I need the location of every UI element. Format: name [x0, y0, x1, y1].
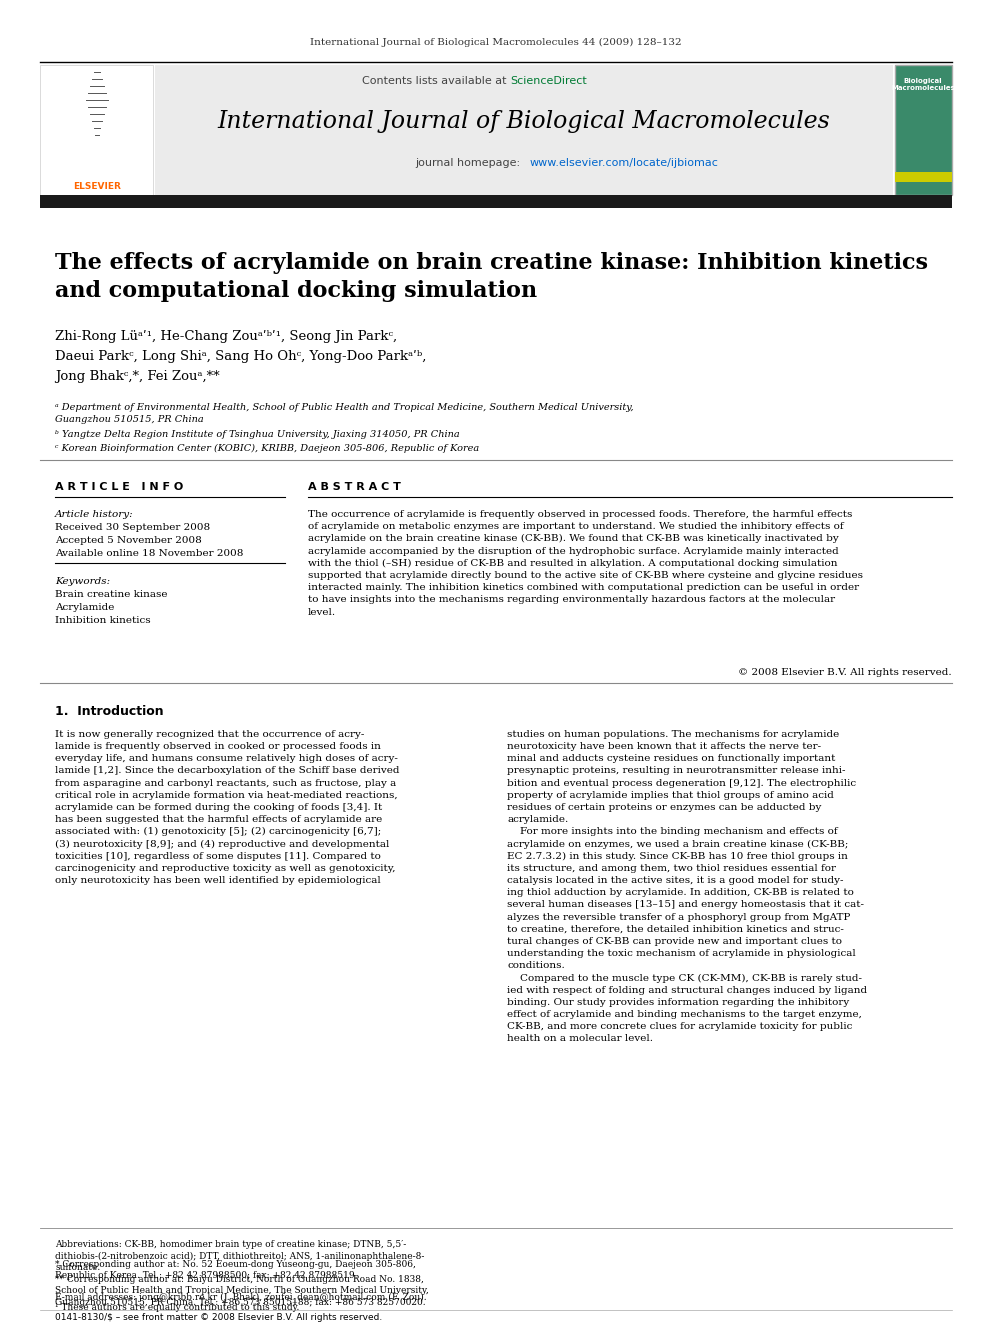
Text: Keywords:: Keywords:: [55, 577, 110, 586]
FancyBboxPatch shape: [40, 65, 153, 194]
Text: ᵃ Department of Environmental Health, School of Public Health and Tropical Medic: ᵃ Department of Environmental Health, Sc…: [55, 404, 634, 423]
Text: International Journal of Biological Macromolecules: International Journal of Biological Macr…: [217, 110, 830, 134]
Text: ᵇ Yangtze Delta Region Institute of Tsinghua University, Jiaxing 314050, PR Chin: ᵇ Yangtze Delta Region Institute of Tsin…: [55, 430, 459, 439]
Text: Daeui Parkᶜ, Long Shiᵃ, Sang Ho Ohᶜ, Yong-Doo Parkᵃʹᵇ,: Daeui Parkᶜ, Long Shiᵃ, Sang Ho Ohᶜ, Yon…: [55, 351, 427, 363]
Text: The effects of acrylamide on brain creatine kinase: Inhibition kinetics
and comp: The effects of acrylamide on brain creat…: [55, 251, 928, 302]
Text: ScienceDirect: ScienceDirect: [510, 75, 586, 86]
Text: Abbreviations: CK-BB, homodimer brain type of creatine kinase; DTNB, 5,5′-
dithi: Abbreviations: CK-BB, homodimer brain ty…: [55, 1240, 425, 1273]
Text: Received 30 September 2008: Received 30 September 2008: [55, 523, 210, 532]
Text: ᶜ Korean Bioinformation Center (KOBIC), KRIBB, Daejeon 305-806, Republic of Kore: ᶜ Korean Bioinformation Center (KOBIC), …: [55, 445, 479, 452]
Text: A R T I C L E   I N F O: A R T I C L E I N F O: [55, 482, 184, 492]
Text: It is now generally recognized that the occurrence of acry-
lamide is frequently: It is now generally recognized that the …: [55, 730, 400, 885]
Text: Available online 18 November 2008: Available online 18 November 2008: [55, 549, 243, 558]
FancyBboxPatch shape: [895, 172, 952, 183]
Text: 0141-8130/$ – see front matter © 2008 Elsevier B.V. All rights reserved.: 0141-8130/$ – see front matter © 2008 El…: [55, 1312, 382, 1322]
Text: Inhibition kinetics: Inhibition kinetics: [55, 617, 151, 624]
Text: E-mail addresses: jong@kribb.re.kr (J. Bhak), zoufei_dean@hotmail.com (F. Zou).: E-mail addresses: jong@kribb.re.kr (J. B…: [55, 1293, 427, 1302]
Text: Biological
Macromolecules: Biological Macromolecules: [891, 78, 955, 91]
Text: journal homepage:: journal homepage:: [415, 157, 524, 168]
Text: www.elsevier.com/locate/ijbiomac: www.elsevier.com/locate/ijbiomac: [530, 157, 719, 168]
FancyBboxPatch shape: [155, 65, 893, 194]
Text: © 2008 Elsevier B.V. All rights reserved.: © 2008 Elsevier B.V. All rights reserved…: [738, 668, 952, 677]
Text: International Journal of Biological Macromolecules 44 (2009) 128–132: International Journal of Biological Macr…: [310, 38, 682, 48]
Text: ¹ These authors are equally contributed to this study.: ¹ These authors are equally contributed …: [55, 1303, 300, 1312]
Text: The occurrence of acrylamide is frequently observed in processed foods. Therefor: The occurrence of acrylamide is frequent…: [308, 509, 863, 617]
Text: A B S T R A C T: A B S T R A C T: [308, 482, 401, 492]
Text: Contents lists available at: Contents lists available at: [362, 75, 510, 86]
FancyBboxPatch shape: [895, 65, 952, 194]
Text: Accepted 5 November 2008: Accepted 5 November 2008: [55, 536, 201, 545]
Text: ELSEVIER: ELSEVIER: [73, 183, 121, 191]
Text: ** Corresponding author at: Baiyu District, North of Guangzhou Road No. 1838,
Sc: ** Corresponding author at: Baiyu Distri…: [55, 1275, 429, 1307]
Text: Acrylamide: Acrylamide: [55, 603, 114, 613]
Text: Article history:: Article history:: [55, 509, 134, 519]
Text: 1.  Introduction: 1. Introduction: [55, 705, 164, 718]
Text: Zhi-Rong Lüᵃʹ¹, He-Chang Zouᵃʹᵇʹ¹, Seong Jin Parkᶜ,: Zhi-Rong Lüᵃʹ¹, He-Chang Zouᵃʹᵇʹ¹, Seong…: [55, 329, 397, 343]
Text: studies on human populations. The mechanisms for acrylamide
neurotoxicity have b: studies on human populations. The mechan…: [507, 730, 867, 1044]
Text: Brain creatine kinase: Brain creatine kinase: [55, 590, 168, 599]
FancyBboxPatch shape: [40, 194, 952, 208]
Text: Jong Bhakᶜ,*, Fei Zouᵃ,**: Jong Bhakᶜ,*, Fei Zouᵃ,**: [55, 370, 219, 382]
Text: * Corresponding author at: No. 52 Eoeum-dong Yuseong-gu, Daejeon 305-806,
Republ: * Corresponding author at: No. 52 Eoeum-…: [55, 1259, 416, 1281]
